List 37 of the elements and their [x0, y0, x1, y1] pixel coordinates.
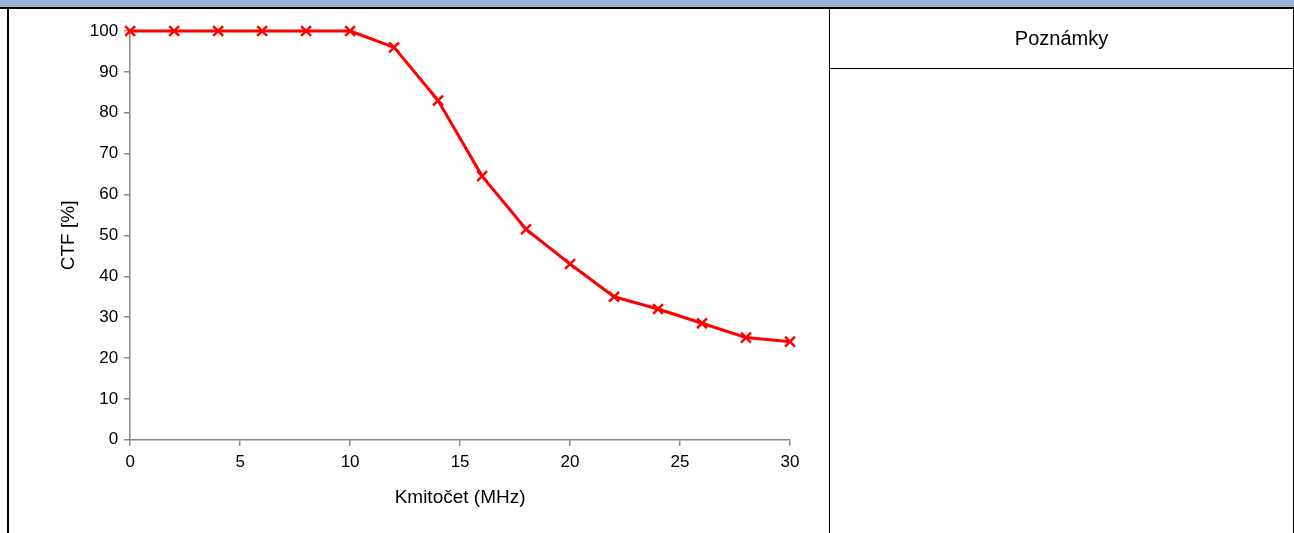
point	[475, 169, 489, 183]
point	[651, 302, 665, 316]
y-tick-label: 90	[99, 61, 119, 81]
y-tick-label: 30	[99, 306, 119, 326]
point	[211, 24, 225, 38]
x-tick-label: 25	[670, 451, 690, 471]
point	[431, 94, 445, 107]
point	[123, 24, 137, 38]
y-tick-label: 0	[108, 429, 119, 449]
text: Poznámky	[1014, 27, 1109, 50]
point	[783, 335, 797, 348]
point	[255, 24, 269, 38]
x-tick-label: 5	[235, 451, 245, 471]
y-tick-label: 60	[99, 184, 119, 204]
x-tick-label: 20	[560, 451, 580, 471]
point	[695, 317, 709, 330]
y-tick-label: 10	[99, 388, 119, 408]
y-tick-label: 70	[99, 143, 119, 163]
y-tick-label: 50	[99, 225, 119, 245]
y-tick-label: 40	[99, 265, 119, 285]
point	[607, 290, 621, 303]
y-axis-title: CTF [%]	[56, 200, 78, 271]
point	[299, 24, 313, 38]
x-tick-label: 0	[125, 451, 135, 471]
point	[563, 257, 577, 271]
point	[519, 223, 533, 236]
point	[167, 24, 181, 38]
x-axis-title: Kmitočet (MHz)	[394, 485, 526, 507]
y-tick-label: 100	[89, 20, 119, 40]
point	[343, 24, 357, 38]
x-tick-label: 30	[780, 451, 800, 471]
point	[739, 331, 753, 344]
x-tick-label: 10	[340, 451, 360, 471]
y-tick-label: 80	[99, 102, 119, 122]
point	[387, 41, 401, 54]
y-tick-label: 20	[99, 347, 119, 367]
x-tick-label: 15	[450, 451, 470, 471]
